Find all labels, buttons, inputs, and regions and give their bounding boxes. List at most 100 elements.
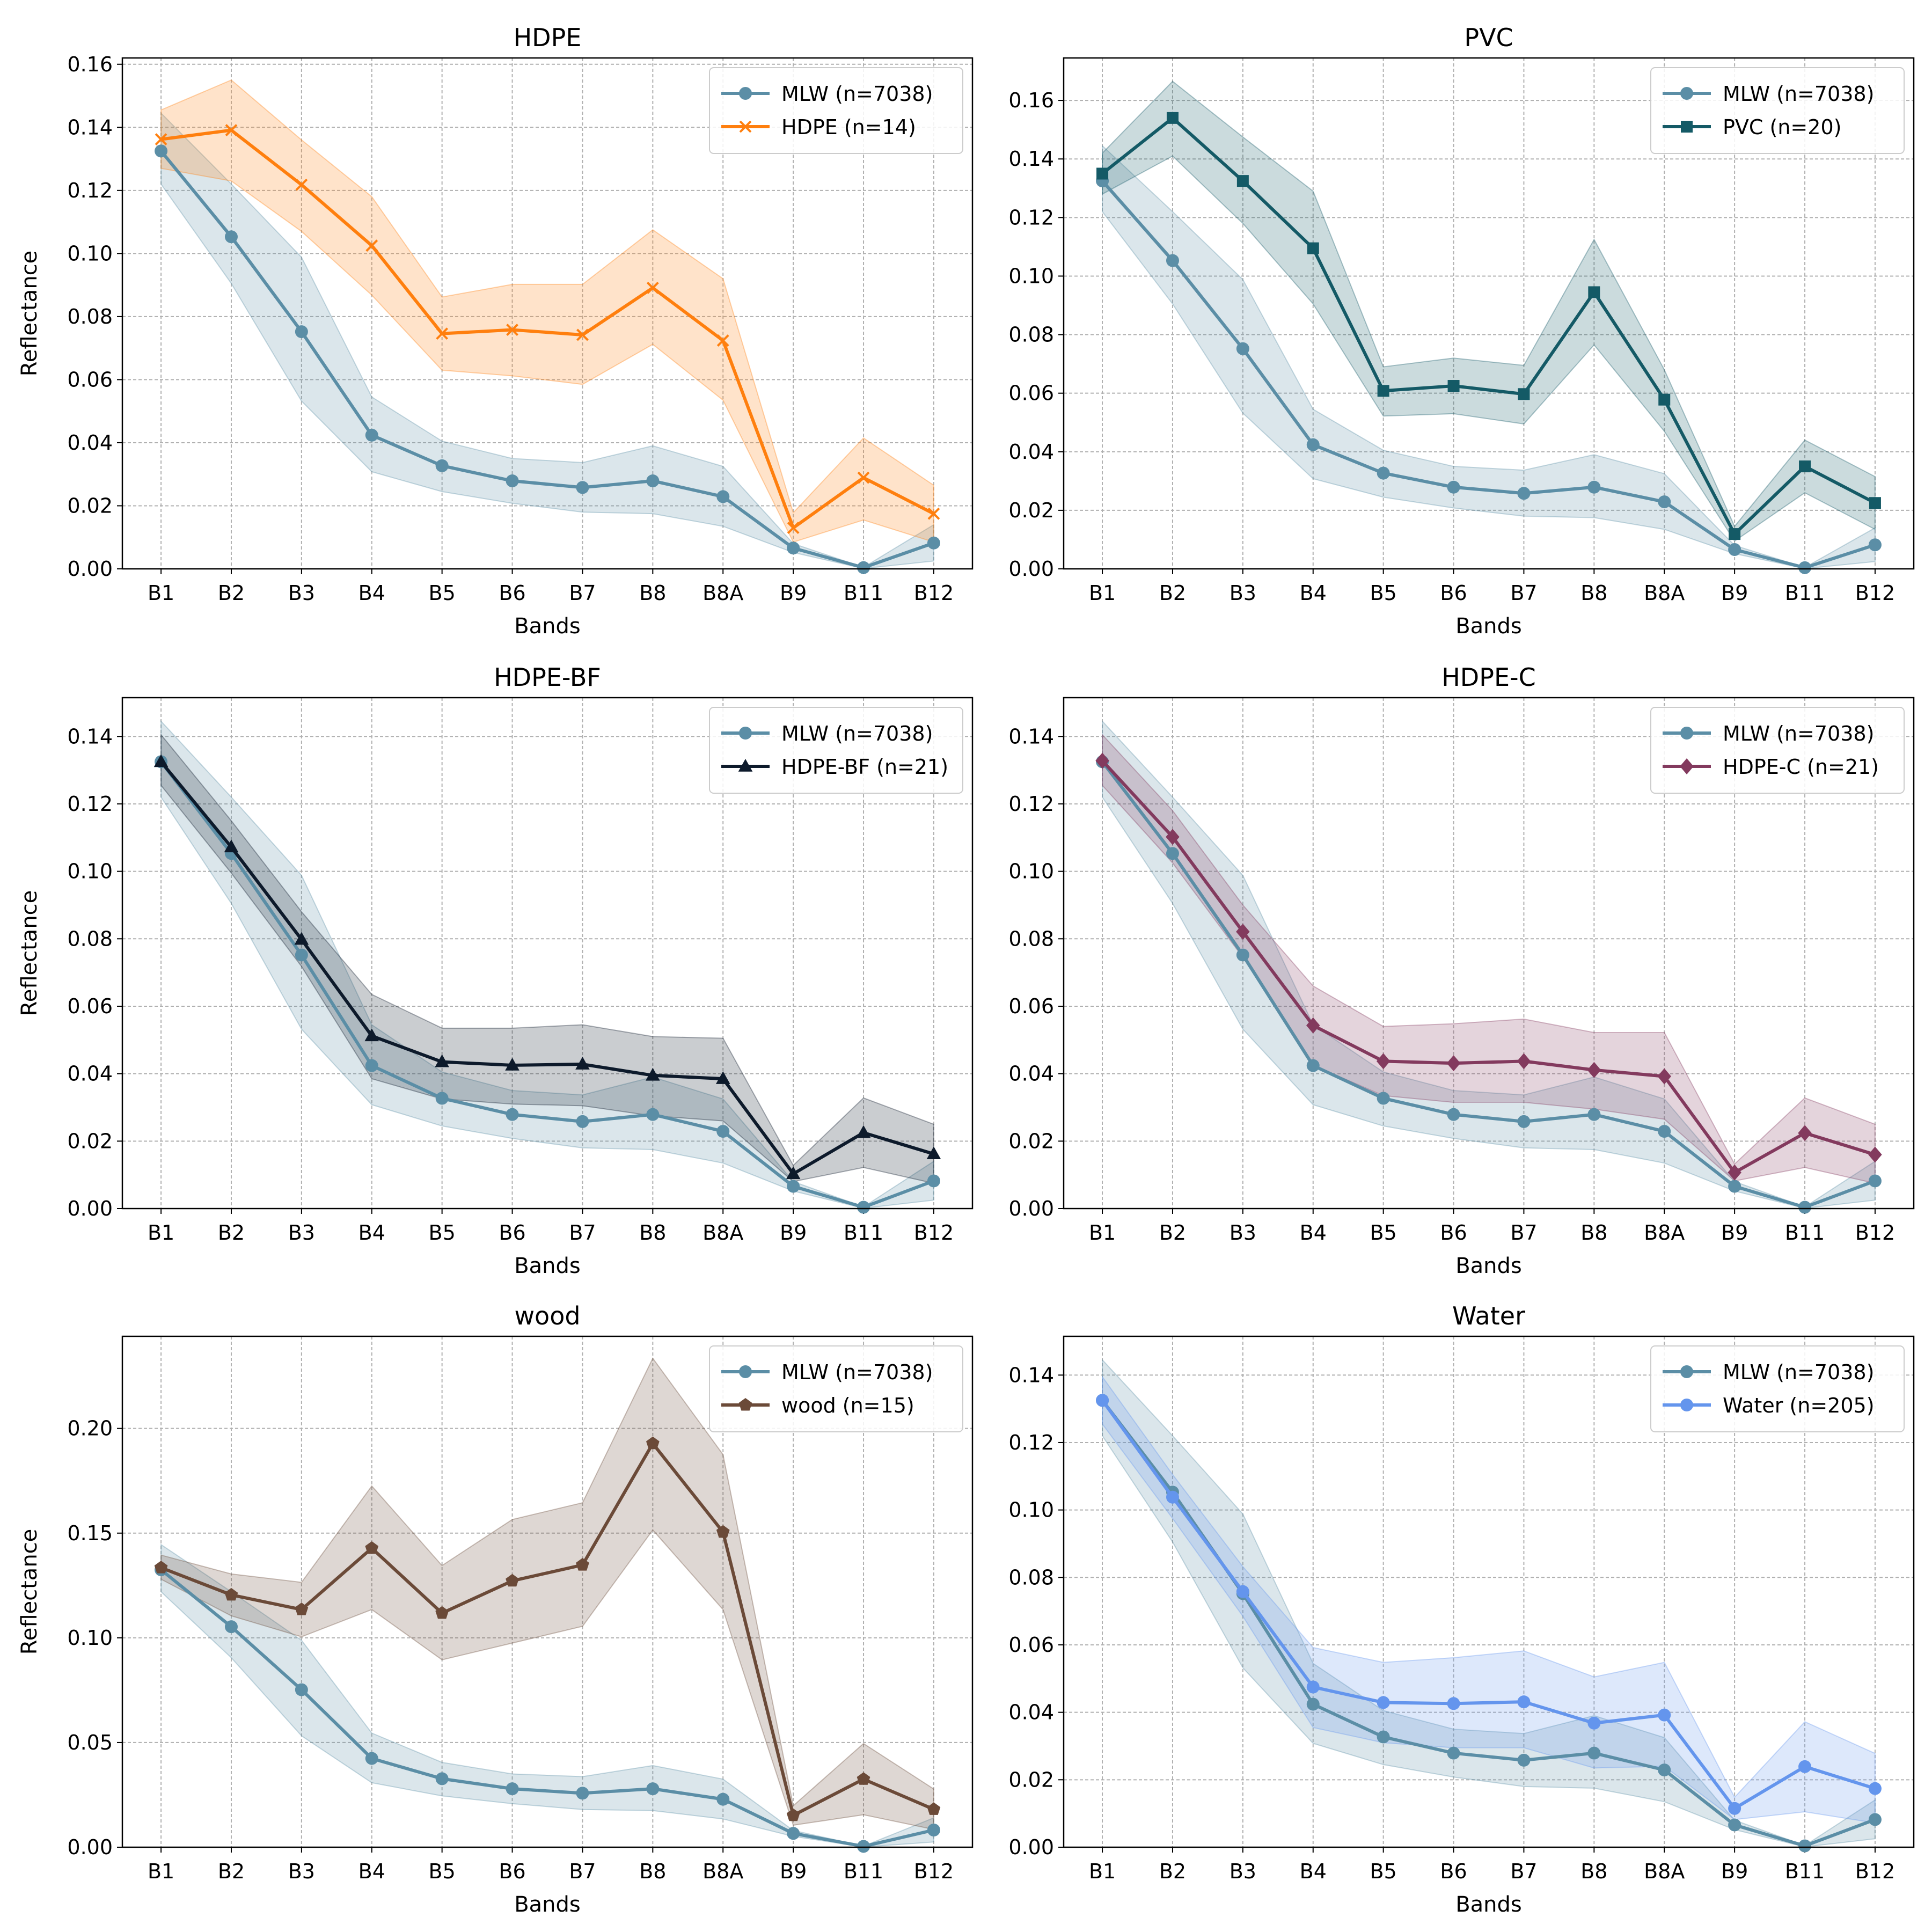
y-tick-label: 0.10 (67, 1626, 113, 1650)
data-point (646, 1067, 660, 1081)
data-point (1517, 1753, 1531, 1767)
y-tick-label: 0.08 (1008, 1565, 1054, 1589)
x-tick-label: B11 (1785, 1860, 1825, 1883)
data-point (1377, 1730, 1390, 1744)
y-tick-label: 0.00 (1008, 1197, 1054, 1220)
chart-title: wood (514, 1301, 580, 1330)
chart-title: PVC (1464, 23, 1513, 52)
x-tick-label: B9 (1721, 1221, 1748, 1245)
plot-frame (1063, 1335, 1915, 1848)
y-tick-label: 0.08 (1008, 323, 1054, 347)
x-tick-label: B3 (288, 1221, 315, 1245)
data-point (927, 536, 940, 550)
data-point (1306, 1017, 1320, 1034)
legend-marker (1680, 87, 1693, 100)
data-point (1095, 752, 1109, 769)
x-tick-label: B1 (1089, 581, 1116, 605)
y-tick-label: 0.08 (1008, 927, 1054, 950)
data-point (225, 124, 238, 136)
data-point (646, 474, 660, 488)
data-point (1657, 1068, 1671, 1085)
data-point (506, 1108, 519, 1121)
data-point (365, 239, 378, 252)
x-tick-label: B6 (499, 1221, 525, 1245)
x-tick-label: B4 (358, 1860, 385, 1883)
confidence-band-0 (160, 112, 934, 569)
y-tick-label: 0.05 (67, 1731, 113, 1754)
y-tick-label: 0.06 (1008, 994, 1054, 1018)
data-point (1799, 460, 1811, 473)
x-tick-label: B12 (1855, 581, 1895, 605)
data-point (224, 839, 239, 853)
x-tick-label: B1 (148, 1860, 174, 1883)
data-point (1798, 1201, 1812, 1214)
x-tick-label: B11 (844, 581, 883, 605)
legend-label: MLW (n=7038) (1723, 1360, 1874, 1384)
data-point (1166, 829, 1180, 845)
legend: MLW (n=7038) wood (n=15) (709, 1345, 963, 1432)
legend-marker (739, 87, 752, 100)
data-point (1447, 1746, 1460, 1760)
x-tick-label: B3 (288, 581, 315, 605)
x-tick-label: B11 (844, 1860, 883, 1883)
data-point (1377, 385, 1389, 397)
y-tick-label: 0.10 (1008, 264, 1054, 288)
series-line-1 (1101, 1399, 1876, 1810)
data-point (1658, 495, 1671, 509)
y-tick-label: 0.14 (67, 115, 113, 139)
confidence-band-0 (1102, 144, 1876, 569)
x-tick-label: B4 (358, 1221, 385, 1245)
plot-frame (121, 57, 974, 570)
y-tick-label: 0.12 (1008, 792, 1054, 816)
data-point (435, 1606, 449, 1619)
x-tick-label: B11 (844, 1221, 883, 1245)
data-point (154, 1561, 168, 1574)
series-line-0 (159, 760, 934, 1209)
data-point (1377, 1092, 1390, 1105)
data-point (576, 1115, 589, 1128)
data-point (1306, 438, 1320, 451)
y-tick-label: 0.10 (1008, 1498, 1054, 1522)
x-tick-label: B4 (1300, 581, 1327, 605)
data-point (1236, 175, 1249, 187)
legend: MLW (n=7038) Water (n=205) (1650, 1345, 1905, 1432)
chart-title: Water (1452, 1301, 1525, 1330)
legend-box (1650, 707, 1905, 794)
y-tick-label: 0.12 (67, 179, 113, 202)
y-tick-label: 0.04 (67, 431, 113, 455)
chart-panel-5: 0.00 0.02 0.04 0.06 0.08 0.10 0.12 0.14 B1 B2 B3 B4… (1008, 1301, 1915, 1917)
chart-title: HDPE-C (1441, 663, 1536, 692)
data-point (1517, 1053, 1531, 1070)
data-point (716, 1125, 730, 1138)
y-tick-label: 0.14 (1008, 724, 1054, 748)
y-tick-label: 0.00 (1008, 1835, 1054, 1859)
data-point (435, 459, 449, 472)
x-axis-label: Bands (1455, 1892, 1522, 1917)
y-axis-label: Reflectance (17, 251, 42, 377)
x-tick-label: B7 (569, 1221, 596, 1245)
legend-box (709, 707, 963, 794)
legend: MLW (n=7038) HDPE-C (n=21) (1650, 707, 1905, 794)
data-point (857, 1201, 870, 1214)
y-tick-label: 0.02 (1008, 499, 1054, 522)
legend-label: HDPE-BF (n=21) (781, 755, 948, 779)
data-point (1869, 497, 1881, 509)
data-point (155, 133, 167, 146)
data-point (1587, 1746, 1601, 1760)
y-axis-label: Reflectance (17, 890, 42, 1016)
y-tick-label: 0.10 (67, 860, 113, 883)
y-tick-label: 0.14 (67, 724, 113, 748)
x-tick-label: B3 (1230, 581, 1256, 605)
x-tick-label: B4 (1300, 1221, 1327, 1245)
series-line-0 (1101, 760, 1876, 1209)
x-tick-label: B1 (1089, 1221, 1116, 1245)
data-point (295, 948, 308, 962)
y-tick-label: 0.04 (1008, 1062, 1054, 1086)
legend: MLW (n=7038) HDPE (n=14) (709, 67, 963, 154)
y-tick-label: 0.00 (67, 557, 113, 581)
data-point (1517, 487, 1531, 500)
data-point (857, 1840, 870, 1853)
data-point (716, 1525, 730, 1538)
x-tick-label: B9 (780, 1860, 807, 1883)
data-point (1798, 1125, 1812, 1141)
